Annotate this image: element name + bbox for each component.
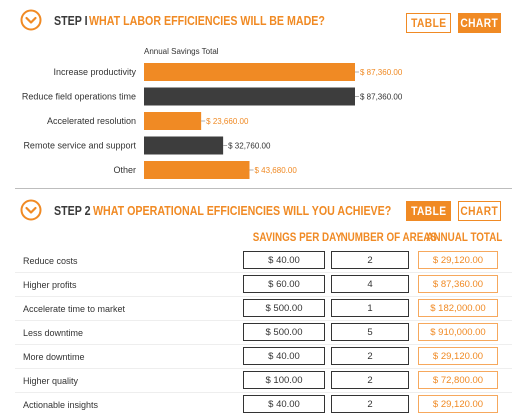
bar	[144, 87, 355, 106]
data-label: $ 32,760.00	[228, 142, 271, 151]
row-label: Higher quality	[23, 376, 79, 386]
step1-table-label: TABLE	[410, 16, 447, 30]
data-label: $ 87,360.00	[360, 93, 403, 102]
row-divider	[15, 320, 512, 321]
category-label: Reduce field operations time	[22, 92, 136, 102]
savings-per-day-input[interactable]: $ 100.00	[243, 371, 325, 389]
savings-bar-chart: Annual Savings Total Increase productivit…	[22, 47, 403, 179]
step1-chart-label: CHART	[460, 16, 499, 30]
step2-number: STEP 2	[54, 202, 91, 218]
bar	[144, 136, 224, 155]
number-of-areas-input[interactable]: 4	[331, 275, 409, 293]
row-divider	[15, 344, 512, 345]
step1-header: STEP I WHAT LABOR EFFICIENCIES WILL BE M…	[20, 7, 377, 33]
category-label: Accelerated resolution	[47, 116, 136, 126]
number-of-areas-input[interactable]: 2	[331, 395, 409, 413]
number-of-areas-input[interactable]: 5	[331, 323, 409, 341]
number-of-areas-input[interactable]: 2	[331, 251, 409, 269]
step1-question: WHAT LABOR EFFICIENCIES WILL BE MADE?	[88, 12, 325, 28]
column-header-areas: NUMBER OF AREAS	[340, 230, 437, 244]
step2-question: WHAT OPERATIONAL EFFICIENCIES WILL YOU A…	[92, 202, 391, 218]
chevron-down-circle-icon[interactable]	[20, 199, 42, 221]
column-header-total: ANNUAL TOTAL	[426, 230, 503, 244]
row-label: Reduce costs	[23, 256, 78, 266]
data-label: $ 23,660.00	[206, 117, 249, 126]
savings-per-day-input[interactable]: $ 60.00	[243, 275, 325, 293]
savings-per-day-input[interactable]: $ 40.00	[243, 251, 325, 269]
row-divider	[15, 272, 512, 273]
step1-number: STEP I	[54, 12, 88, 28]
bar	[144, 112, 202, 130]
row-label: Accelerate time to market	[23, 304, 126, 314]
row-divider	[15, 296, 512, 297]
savings-per-day-input[interactable]: $ 500.00	[243, 323, 325, 341]
savings-per-day-input[interactable]: $ 40.00	[243, 347, 325, 365]
savings-per-day-input[interactable]: $ 500.00	[243, 299, 325, 317]
row-divider	[15, 392, 512, 393]
row-divider	[15, 368, 512, 369]
step2-table-button[interactable]: TABLE	[406, 201, 451, 221]
data-label: $ 87,360.00	[360, 68, 403, 77]
step1-table-button[interactable]: TABLE	[406, 13, 451, 33]
annual-total-value: $ 182,000.00	[418, 299, 498, 317]
savings-per-day-input[interactable]: $ 40.00	[243, 395, 325, 413]
data-label: $ 43,680.00	[255, 166, 298, 175]
step2-chart-label: CHART	[460, 204, 499, 218]
annual-total-value: $ 910,000.00	[418, 323, 498, 341]
chevron-down-circle-icon[interactable]	[20, 9, 42, 31]
category-label: Remote service and support	[23, 141, 136, 151]
number-of-areas-input[interactable]: 1	[331, 299, 409, 317]
step2-chart-button[interactable]: CHART	[458, 201, 501, 221]
row-label: Actionable insights	[23, 400, 99, 410]
annual-total-value: $ 72,800.00	[418, 371, 498, 389]
row-label: Higher profits	[23, 280, 77, 290]
annual-total-value: $ 29,120.00	[418, 347, 498, 365]
number-of-areas-input[interactable]: 2	[331, 347, 409, 365]
row-label: Less downtime	[23, 328, 84, 338]
bar	[144, 161, 250, 179]
annual-total-value: $ 87,360.00	[418, 275, 498, 293]
bar	[144, 63, 355, 81]
number-of-areas-input[interactable]: 2	[331, 371, 409, 389]
step2-table-label: TABLE	[410, 204, 447, 218]
step1-chart-button[interactable]: CHART	[458, 13, 501, 33]
annual-total-value: $ 29,120.00	[418, 395, 498, 413]
category-label: Increase productivity	[53, 67, 136, 77]
step2-header: STEP 2 WHAT OPERATIONAL EFFICIENCIES WIL…	[20, 197, 456, 223]
row-label: More downtime	[23, 352, 85, 362]
annual-total-value: $ 29,120.00	[418, 251, 498, 269]
section-divider	[15, 188, 512, 189]
chart-title: Annual Savings Total	[144, 47, 219, 56]
column-header-savings: SAVINGS PER DAY	[252, 230, 342, 244]
category-label: Other	[113, 165, 136, 175]
